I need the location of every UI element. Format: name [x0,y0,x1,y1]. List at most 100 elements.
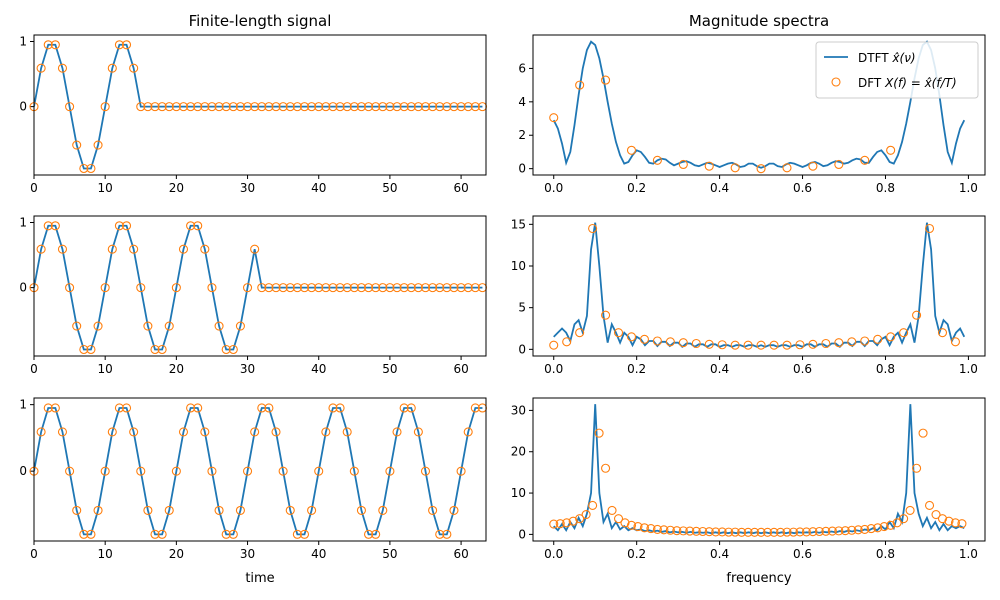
signal-sample-marker [57,63,68,73]
dft-marker [562,337,572,347]
y-tick-label: 0 [518,342,526,356]
signal-sample-marker [442,283,452,293]
dft-marker [704,339,714,349]
signal-sample-marker [100,102,110,112]
signal-sample-marker [392,283,402,293]
signal-sample-marker [285,102,295,112]
signal-sample-marker [435,283,445,293]
signal-sample-marker [114,40,124,50]
dft-marker [743,527,753,537]
signal-sample-marker [178,244,189,254]
dft-marker [601,463,611,473]
x-tick-label: 50 [382,181,397,195]
signal-sample-marker [321,427,331,437]
signal-sample-marker [186,403,196,413]
y-tick-label: 10 [511,486,526,500]
signal-sample-marker [100,466,110,476]
dft-marker [808,161,818,171]
dft-marker [834,159,844,170]
signal-sample-marker [257,403,267,413]
legend-box [815,41,979,99]
dft-marker [633,521,643,532]
dft-marker [575,80,585,90]
axes-frame [33,215,487,357]
signal-sample-marker [221,529,231,539]
dft-marker [860,336,870,346]
dft-marker [950,337,961,347]
dft-marker [639,334,649,344]
signal-sample-marker [328,403,338,413]
dft-marker [730,340,740,350]
signal-sample-marker [214,505,224,515]
y-tick-label: 0 [19,464,27,478]
dft-marker [918,428,928,438]
dft-marker [801,527,811,537]
dft-marker [860,524,870,534]
signal-sample-marker [136,283,146,293]
signal-sample-marker [264,283,274,293]
signal-sample-marker [129,63,139,73]
signal-sample-marker [449,102,459,112]
signal-sample-marker [86,344,96,355]
dtft-line [553,404,965,535]
signal-sample-marker [93,321,103,331]
x-tick-label: 0.6 [793,181,812,195]
signal-sample-marker [342,427,352,437]
signal-sample-marker [378,283,388,293]
dft-marker [704,527,714,537]
dft-marker [775,527,786,537]
x-tick-label: 20 [169,181,184,195]
dft-marker [717,527,727,537]
x-tick-label: 60 [453,547,468,561]
signal-sample-marker [50,221,60,231]
signal-sample-marker [442,529,452,539]
signal-sample-marker [136,102,146,112]
x-tick-label: 0.8 [876,181,895,195]
dft-marker [937,514,948,524]
dft-marker [827,526,837,536]
dft-marker [652,524,662,534]
dft-marker [601,75,611,85]
dft-marker [549,113,559,123]
signal-sample-marker [193,102,203,112]
signal-sample-marker [221,102,231,112]
signal-sample-marker [371,529,381,539]
dft-marker [769,340,779,350]
signal-sample-marker [356,283,366,293]
dft-marker [594,428,604,438]
x-tick-label: 10 [98,362,113,376]
x-tick-label: 0.8 [876,362,895,376]
dft-marker [860,155,870,165]
signal-sample-marker [129,244,139,254]
dft-marker [613,328,624,338]
signal-sample-marker [235,321,245,331]
dft-marker [601,310,611,320]
signal-sample-marker [314,283,324,293]
x-tick-label: 0.6 [793,547,812,561]
signal-sample-marker [435,102,445,112]
x-tick-label: 30 [240,362,255,376]
x-tick-label: 20 [169,362,184,376]
dft-marker [717,340,727,350]
y-tick-label: 2 [518,128,526,142]
dft-marker [808,527,818,537]
col-title-signal: Finite-length signal [189,12,332,30]
signal-sample-marker [171,466,181,476]
dft-marker [847,337,857,347]
dft-marker [607,505,617,515]
dft-marker [840,526,850,536]
signal-sample-marker [364,283,374,293]
signal-sample-marker [121,221,132,231]
signal-sample-marker [164,102,174,112]
legend: DTFT x̂(ν) DFT X(f) = x̂(f/T) [815,41,979,99]
y-tick-label: 30 [511,403,526,417]
dft-marker [743,340,753,350]
signal-sample-marker [307,505,317,515]
signal-sample-marker [250,244,260,254]
signal-sample-marker [193,221,203,231]
signal-sample-marker [114,403,124,413]
signal-sample-marker [250,102,260,112]
y-tick-label: 5 [518,301,526,315]
x-tick-label: 0.8 [876,547,895,561]
dft-marker [847,525,857,535]
